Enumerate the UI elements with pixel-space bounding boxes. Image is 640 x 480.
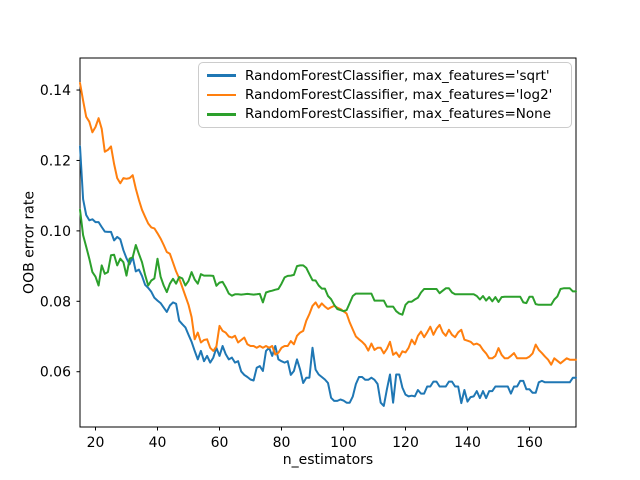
- legend-item: RandomForestClassifier, max_features='sq…: [207, 66, 563, 85]
- y-tick-label: 0.10: [40, 224, 71, 240]
- legend-line-sample-none: [207, 113, 236, 116]
- legend-line-sample-sqrt: [207, 74, 236, 77]
- x-tick-label: 100: [330, 435, 357, 451]
- legend-label: RandomForestClassifier, max_features='lo…: [245, 86, 553, 103]
- x-tick-label: 40: [149, 435, 167, 451]
- legend-label: RandomForestClassifier, max_features=Non…: [245, 106, 551, 123]
- y-axis-label: OOB error rate: [22, 191, 38, 294]
- y-tick-label: 0.14: [40, 83, 71, 99]
- legend-label: RandomForestClassifier, max_features='sq…: [245, 67, 550, 84]
- plot-frame: [79, 57, 577, 428]
- series-line: [79, 208, 577, 316]
- x-tick-label: 120: [392, 435, 419, 451]
- y-axis-ticks: 0.06 0.08 0.10 0.12 0.14: [40, 83, 80, 381]
- x-tick-label: 60: [211, 435, 229, 451]
- y-tick-label: 0.12: [40, 153, 71, 169]
- x-tick-label: 140: [454, 435, 481, 451]
- legend-item: RandomForestClassifier, max_features=Non…: [207, 105, 563, 124]
- plot-lines: [79, 82, 577, 407]
- legend-item: RandomForestClassifier, max_features='lo…: [207, 85, 563, 104]
- legend: RandomForestClassifier, max_features='sq…: [198, 62, 572, 128]
- legend-line-sample-log2: [207, 93, 236, 97]
- x-tick-label: 80: [273, 435, 291, 451]
- x-axis-ticks: 20 40 60 80 100 120 140 160: [87, 427, 543, 451]
- x-tick-label: 20: [87, 435, 105, 451]
- series-line: [79, 145, 577, 407]
- x-tick-label: 160: [516, 435, 543, 451]
- y-tick-label: 0.06: [40, 365, 71, 381]
- series-line: [79, 82, 577, 366]
- x-axis-label: n_estimators: [283, 452, 373, 468]
- y-tick-label: 0.08: [40, 294, 71, 310]
